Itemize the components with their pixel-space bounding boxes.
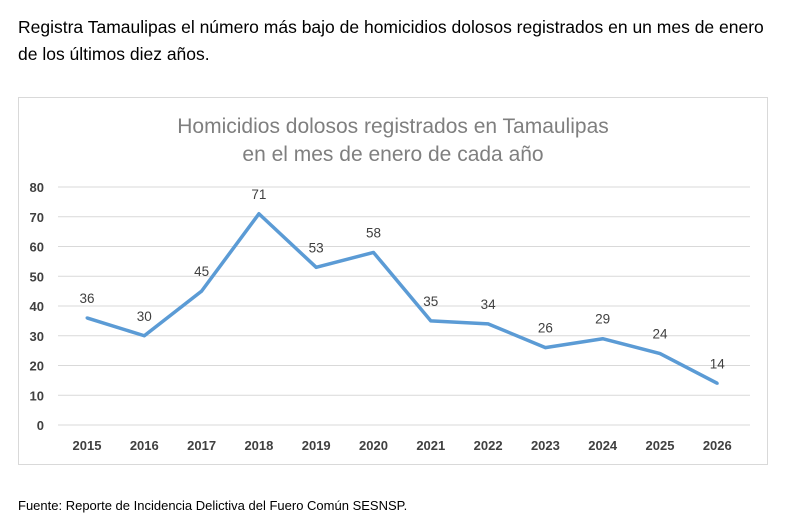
data-point <box>85 316 89 320</box>
data-point <box>715 381 719 385</box>
series-line <box>86 212 719 385</box>
data-label: 26 <box>538 321 553 336</box>
data-label: 29 <box>595 312 610 327</box>
chart-title-line-2: en el mes de enero de cada año <box>242 143 543 166</box>
headline: Registra Tamaulipas el número más bajo d… <box>18 17 764 64</box>
x-tick-label: 2020 <box>359 438 388 453</box>
x-tick-label: 2019 <box>302 438 331 453</box>
x-tick-label: 2018 <box>244 438 273 453</box>
x-tick-label: 2026 <box>703 438 732 453</box>
x-tick-label: 2021 <box>416 438 445 453</box>
data-label: 36 <box>79 291 94 306</box>
x-tick-label: 2023 <box>531 438 560 453</box>
data-label: 71 <box>251 187 266 202</box>
y-tick-label: 30 <box>30 329 44 344</box>
chart-frame <box>18 97 768 465</box>
data-point <box>314 265 318 269</box>
y-tick-label: 80 <box>30 180 44 195</box>
x-tick-label: 2025 <box>646 438 675 453</box>
y-tick-label: 10 <box>30 388 44 403</box>
x-tick-label: 2022 <box>474 438 503 453</box>
data-point <box>658 352 662 356</box>
y-tick-label: 50 <box>30 269 44 284</box>
data-point <box>142 334 146 338</box>
data-label: 53 <box>309 240 324 255</box>
x-tick-label: 2016 <box>130 438 159 453</box>
data-point <box>200 289 204 293</box>
data-label: 24 <box>652 327 668 342</box>
data-label: 58 <box>366 225 381 240</box>
data-label: 14 <box>710 356 726 371</box>
data-label: 35 <box>423 294 438 309</box>
data-point <box>257 212 261 216</box>
data-point <box>601 337 605 341</box>
y-tick-label: 0 <box>37 418 44 433</box>
y-tick-label: 20 <box>30 359 44 374</box>
data-point <box>486 322 490 326</box>
data-label: 45 <box>194 264 209 279</box>
data-label: 34 <box>481 297 497 312</box>
y-tick-label: 40 <box>30 299 44 314</box>
data-point <box>429 319 433 323</box>
source-note: Fuente: Reporte de Incidencia Delictiva … <box>18 498 408 513</box>
x-tick-label: 2017 <box>187 438 216 453</box>
x-tick-label: 2024 <box>588 438 618 453</box>
x-tick-label: 2015 <box>73 438 102 453</box>
chart-title-line-1: Homicidios dolosos registrados en Tamaul… <box>177 115 609 138</box>
data-point <box>372 250 375 254</box>
y-tick-label: 70 <box>30 210 44 225</box>
y-tick-label: 60 <box>30 240 44 255</box>
data-point <box>543 346 547 350</box>
data-label: 30 <box>137 309 152 324</box>
